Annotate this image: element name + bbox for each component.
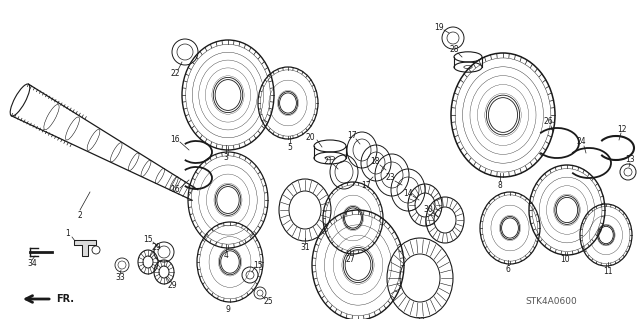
Text: 4: 4 bbox=[223, 251, 228, 261]
Text: 11: 11 bbox=[604, 268, 612, 277]
Text: 33: 33 bbox=[115, 273, 125, 283]
Text: 17: 17 bbox=[361, 182, 371, 190]
Text: 15: 15 bbox=[253, 261, 263, 270]
Text: STK4A0600: STK4A0600 bbox=[525, 298, 577, 307]
Text: 14: 14 bbox=[403, 189, 413, 198]
Polygon shape bbox=[74, 240, 96, 256]
Text: 6: 6 bbox=[506, 265, 511, 275]
Text: 32: 32 bbox=[415, 317, 425, 319]
Text: 25: 25 bbox=[263, 298, 273, 307]
Text: 23: 23 bbox=[385, 174, 395, 182]
Text: 27: 27 bbox=[345, 256, 355, 264]
Text: 1: 1 bbox=[66, 229, 70, 239]
Text: 8: 8 bbox=[498, 182, 502, 190]
Text: 17: 17 bbox=[347, 131, 357, 140]
Text: 12: 12 bbox=[617, 125, 627, 135]
Text: 16: 16 bbox=[170, 186, 180, 195]
Text: 16: 16 bbox=[170, 136, 180, 145]
Text: 21: 21 bbox=[323, 158, 333, 167]
Text: 20: 20 bbox=[305, 133, 315, 143]
Text: 9: 9 bbox=[225, 305, 230, 314]
Text: 28: 28 bbox=[449, 46, 459, 55]
Text: 30: 30 bbox=[423, 205, 433, 214]
Text: 22: 22 bbox=[170, 70, 180, 78]
Text: 15: 15 bbox=[143, 235, 153, 244]
Text: 19: 19 bbox=[434, 24, 444, 33]
Text: 24: 24 bbox=[576, 137, 586, 146]
Text: 34: 34 bbox=[27, 259, 37, 269]
Text: 5: 5 bbox=[287, 144, 292, 152]
Text: 18: 18 bbox=[371, 158, 380, 167]
Text: FR.: FR. bbox=[56, 294, 74, 304]
Text: 2: 2 bbox=[77, 211, 83, 219]
Text: 29: 29 bbox=[151, 242, 161, 251]
Text: 10: 10 bbox=[560, 256, 570, 264]
Text: 3: 3 bbox=[223, 153, 228, 162]
Text: 31: 31 bbox=[300, 243, 310, 253]
Text: 29: 29 bbox=[167, 280, 177, 290]
Text: 13: 13 bbox=[625, 155, 635, 165]
Text: 26: 26 bbox=[543, 117, 553, 127]
